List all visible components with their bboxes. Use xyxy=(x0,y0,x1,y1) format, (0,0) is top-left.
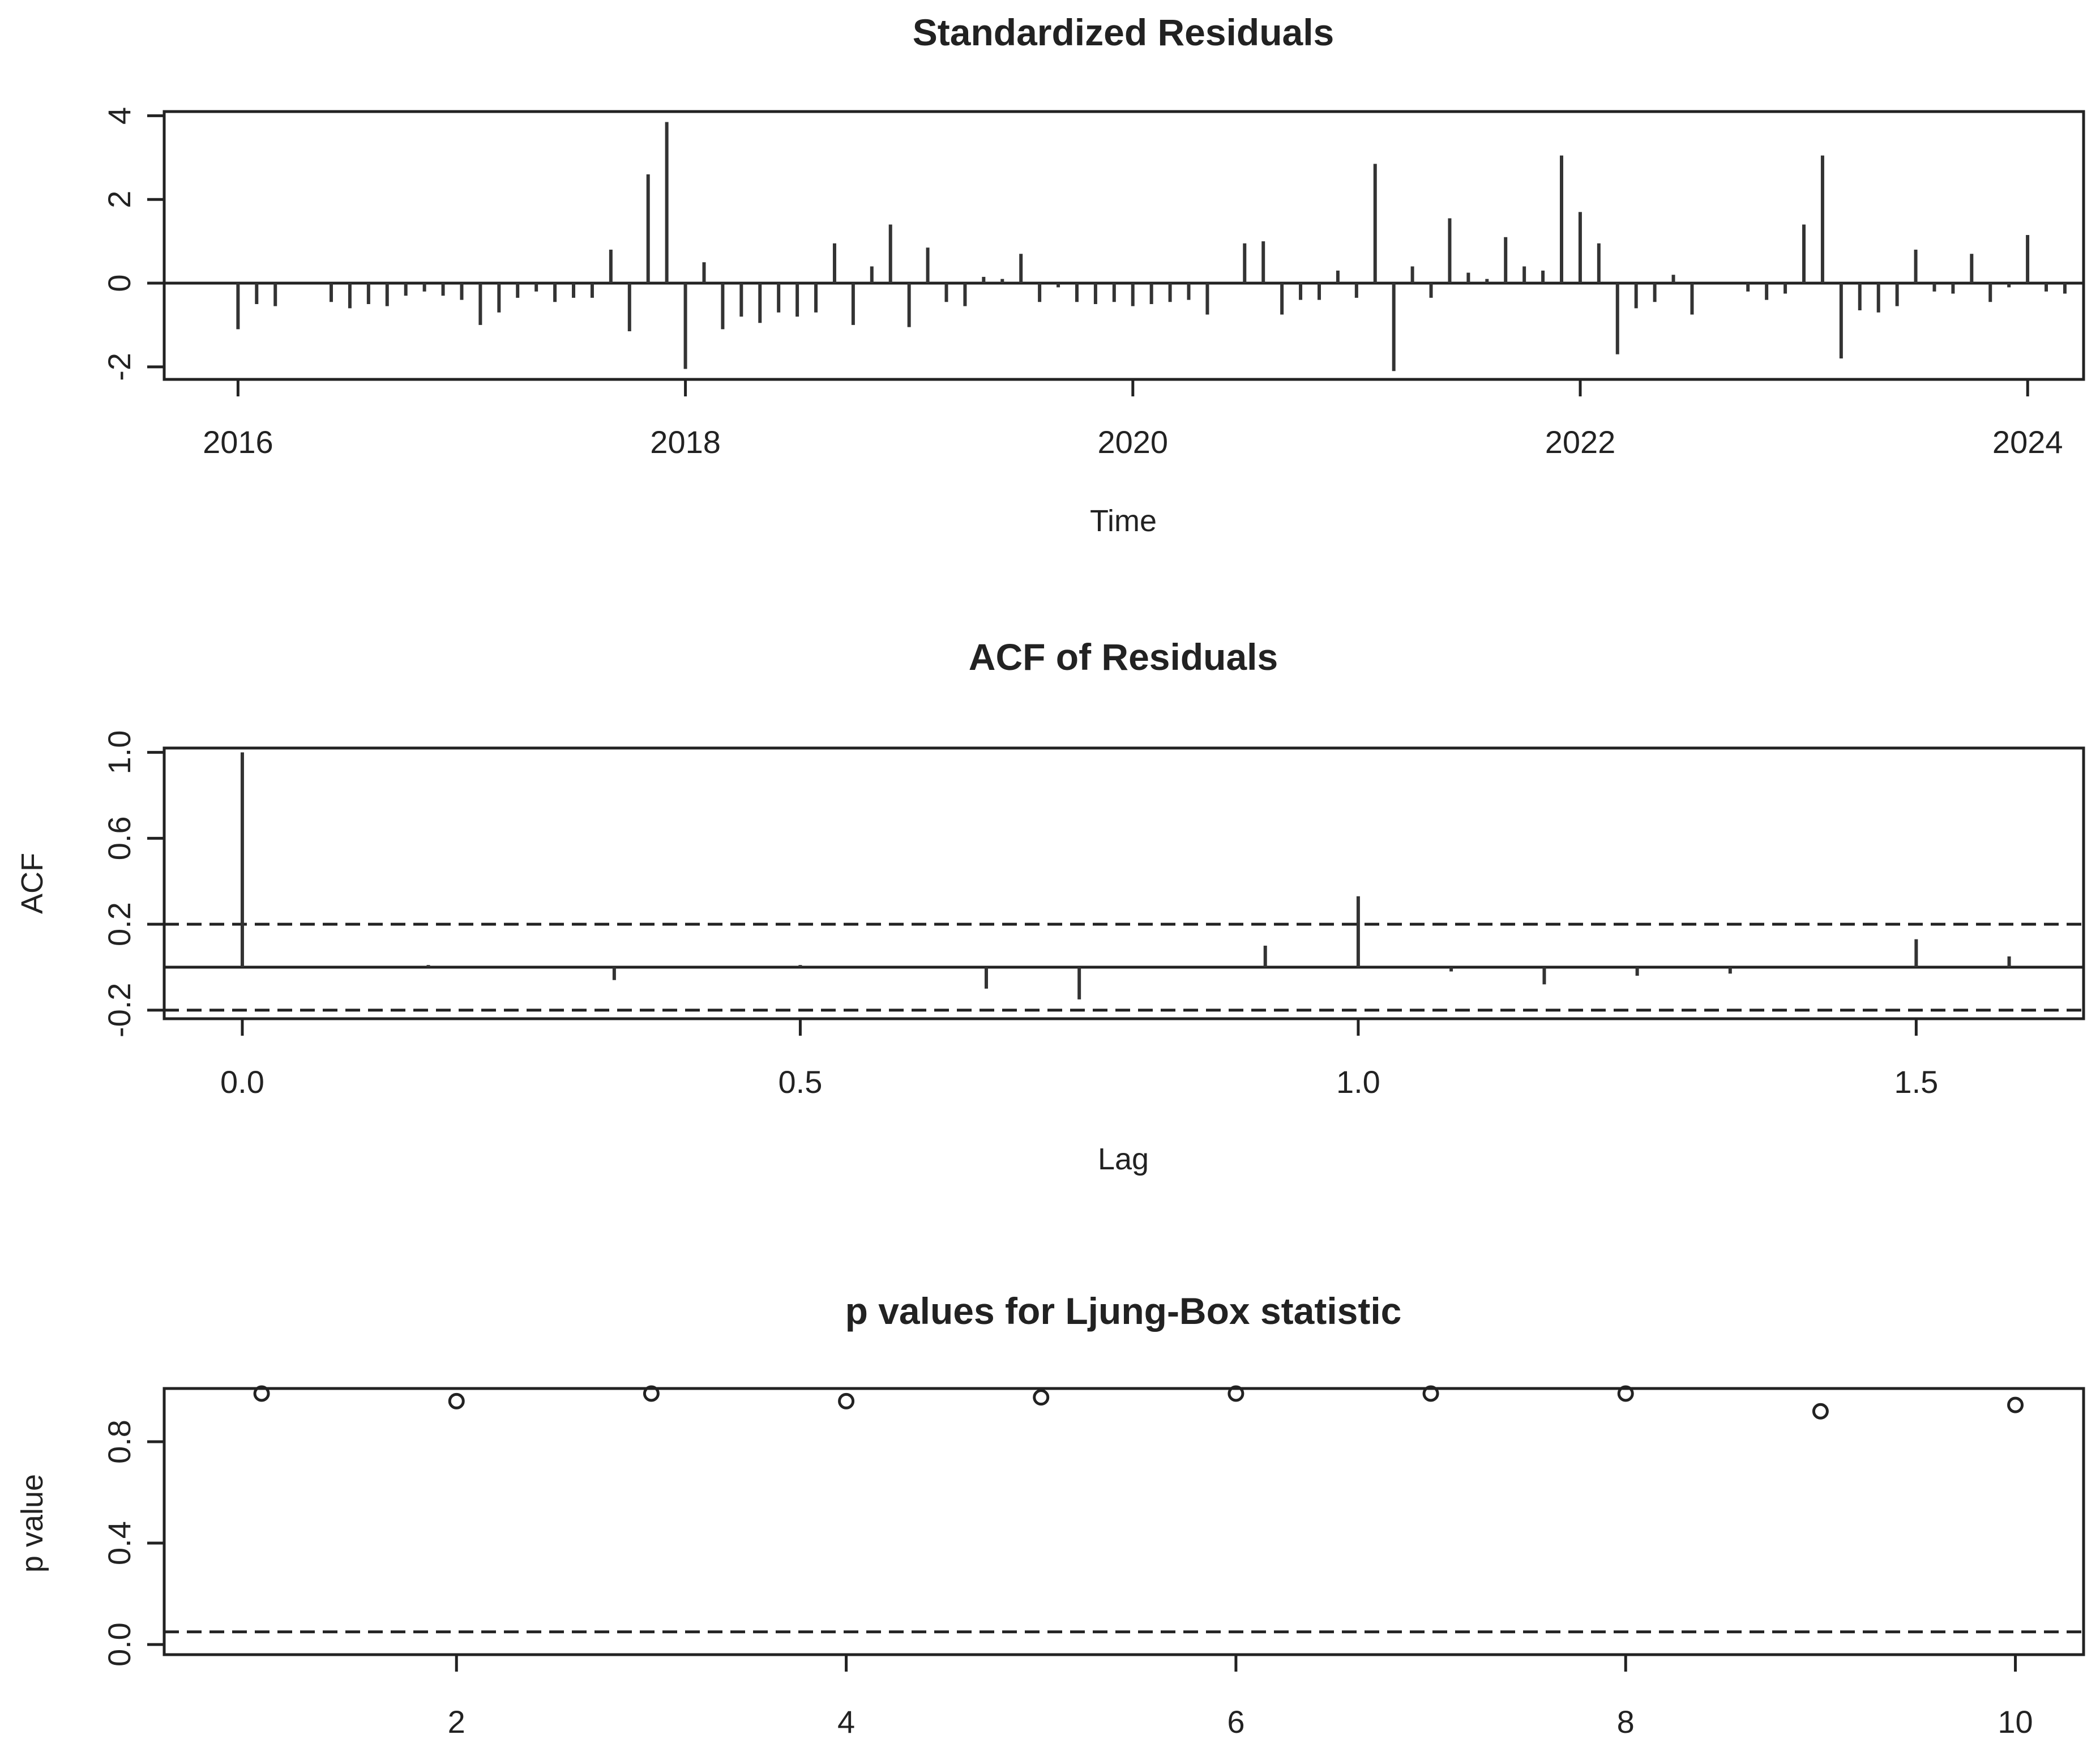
p-value-point xyxy=(2007,1396,2024,1413)
residuals-y-axis: -2 0 2 4 xyxy=(101,107,164,381)
residuals-x-tick-label: 2020 xyxy=(1098,424,1169,460)
acf-x-axis-label: Lag xyxy=(1098,1142,1149,1176)
residuals-y-tick-label: 4 xyxy=(101,107,137,125)
ljung-box-x-axis: 2 4 6 8 10 xyxy=(448,1655,2033,1740)
ljung-box-panel: p values for Ljung-Box statistic 0.00.40… xyxy=(15,1290,2085,1740)
ljung-box-y-axis-label: p value xyxy=(15,1474,49,1573)
acf-bars xyxy=(164,752,2084,1012)
p-value-point xyxy=(253,1385,270,1402)
ljung-box-title: p values for Ljung-Box statistic xyxy=(845,1290,1402,1332)
acf-x-tick-label: 0.5 xyxy=(779,1064,823,1100)
residuals-title: Standardized Residuals xyxy=(913,11,1335,53)
p-value-point xyxy=(1422,1385,1439,1402)
acf-plot-frame xyxy=(162,746,2085,1020)
acf-x-axis: 0.0 0.5 1.0 1.5 xyxy=(220,1019,1938,1100)
residuals-bars xyxy=(164,122,2084,371)
acf-y-axis-label: ACF xyxy=(15,853,49,914)
acf-x-tick-label: 1.5 xyxy=(1894,1064,1938,1100)
residuals-x-tick-label: 2016 xyxy=(203,424,273,460)
residuals-y-tick-label: -2 xyxy=(101,353,137,381)
p-value-point xyxy=(838,1392,855,1409)
residuals-y-tick-label: 2 xyxy=(101,191,137,208)
ljung-box-points xyxy=(164,1385,2084,1634)
acf-panel: ACF of Residuals -0.2 0.2 0.6 1.0 0.0 0.5 1.0… xyxy=(15,636,2085,1176)
acf-y-tick-label: -0.2 xyxy=(101,983,137,1038)
acf-y-tick-label: 1.0 xyxy=(101,730,137,775)
ljung-box-x-tick-label: 6 xyxy=(1227,1704,1244,1740)
p-value-point xyxy=(1033,1389,1050,1406)
p-value-point xyxy=(1812,1403,1829,1420)
residuals-x-tick-label: 2022 xyxy=(1545,424,1616,460)
acf-y-axis: -0.2 0.2 0.6 1.0 xyxy=(101,730,164,1037)
ljung-box-x-tick-label: 2 xyxy=(448,1704,465,1740)
residuals-panel: Standardized Residuals -2 0 2 4 2016 2018 202… xyxy=(101,11,2085,538)
residuals-y-tick-label: 0 xyxy=(101,274,137,292)
ljung-box-x-tick-label: 8 xyxy=(1617,1704,1635,1740)
residuals-x-tick-label: 2024 xyxy=(1992,424,2063,460)
ljung-box-y-tick-label: 0.4 xyxy=(101,1521,137,1565)
ljung-box-y-tick-label: 0.0 xyxy=(101,1622,137,1667)
p-value-point xyxy=(1617,1385,1634,1402)
ljung-box-x-tick-label: 10 xyxy=(1998,1704,2033,1740)
acf-x-tick-label: 0.0 xyxy=(220,1064,264,1100)
ljung-box-x-tick-label: 4 xyxy=(837,1704,855,1740)
p-value-point xyxy=(448,1392,465,1409)
residuals-x-axis-label: Time xyxy=(1090,504,1157,538)
residuals-x-tick-label: 2018 xyxy=(650,424,721,460)
residuals-plot-frame xyxy=(162,110,2085,381)
acf-title: ACF of Residuals xyxy=(969,636,1278,678)
ljung-box-y-tick-label: 0.8 xyxy=(101,1420,137,1464)
acf-y-tick-label: 0.2 xyxy=(101,902,137,946)
ljung-box-y-axis: 0.0 0.4 0.8 xyxy=(101,1420,164,1667)
p-value-point xyxy=(1228,1385,1244,1402)
ljung-box-plot-frame xyxy=(162,1387,2085,1656)
acf-x-tick-label: 1.0 xyxy=(1336,1064,1380,1100)
residuals-x-axis: 2016 2018 2020 2022 2024 xyxy=(203,379,2063,460)
acf-y-tick-label: 0.6 xyxy=(101,816,137,860)
p-value-point xyxy=(643,1385,660,1402)
